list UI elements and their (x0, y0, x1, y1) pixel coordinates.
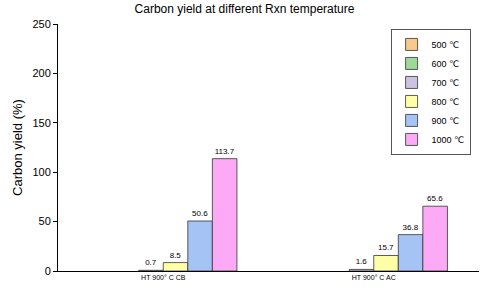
svg-text:8.5: 8.5 (170, 251, 182, 260)
svg-text:1000 ℃: 1000 ℃ (432, 135, 465, 145)
svg-text:HT 900° C CB: HT 900° C CB (141, 274, 186, 281)
svg-text:113.7: 113.7 (215, 147, 235, 156)
svg-text:200: 200 (32, 67, 50, 79)
svg-text:0.7: 0.7 (145, 258, 157, 267)
svg-text:600 ℃: 600 ℃ (432, 59, 460, 69)
svg-text:65.6: 65.6 (427, 194, 443, 203)
svg-text:900 ℃: 900 ℃ (432, 116, 460, 126)
svg-text:0: 0 (45, 265, 51, 277)
svg-text:15.7: 15.7 (378, 243, 394, 252)
svg-text:Carbon yield at different Rxn: Carbon yield at different Rxn temperatur… (135, 2, 355, 16)
svg-text:800 ℃: 800 ℃ (432, 97, 460, 107)
svg-text:36.8: 36.8 (403, 223, 419, 232)
svg-text:HT 900° C AC: HT 900° C AC (352, 274, 396, 281)
svg-text:50: 50 (39, 215, 51, 227)
svg-text:50.6: 50.6 (192, 209, 208, 218)
svg-text:150: 150 (32, 117, 50, 129)
svg-text:100: 100 (32, 166, 50, 178)
svg-text:1.6: 1.6 (356, 257, 368, 266)
svg-text:Carbon yield (%): Carbon yield (%) (10, 99, 25, 196)
svg-text:700 ℃: 700 ℃ (432, 78, 460, 88)
svg-text:500 ℃: 500 ℃ (432, 40, 460, 50)
svg-text:250: 250 (32, 18, 50, 30)
